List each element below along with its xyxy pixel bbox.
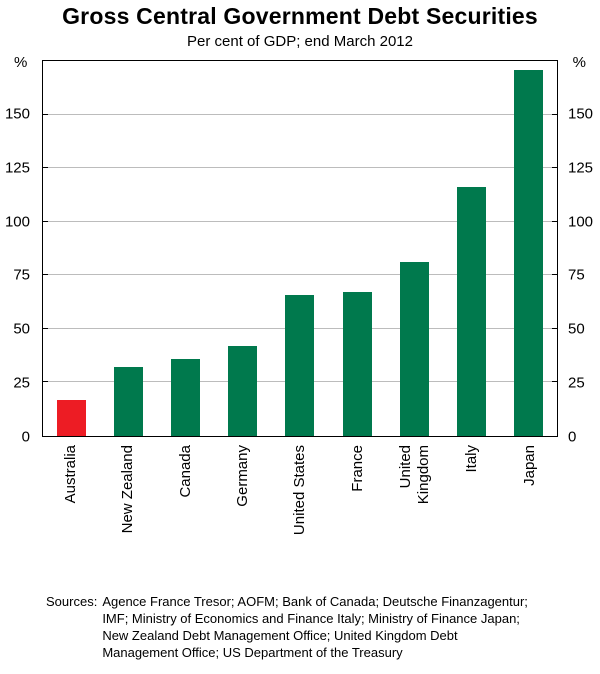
x-label-line: Germany — [234, 445, 252, 507]
x-label-line: Australia — [62, 445, 80, 504]
bar-cell — [271, 61, 328, 436]
y-tick-label: 75 — [13, 266, 30, 284]
x-label-line: Kingdom — [415, 445, 433, 505]
axis-tick — [552, 274, 557, 276]
bar-cell — [329, 61, 386, 436]
bar-united-states — [285, 294, 315, 436]
x-label-united-states: United States — [271, 437, 328, 587]
x-label-line: France — [348, 445, 366, 492]
y-tick-label: 50 — [568, 320, 585, 338]
axis-tick — [43, 274, 48, 276]
x-label-germany: Germany — [214, 437, 271, 587]
y-tick-label: 125 — [4, 159, 30, 177]
x-label-new-zealand: New Zealand — [99, 437, 156, 587]
bar-germany — [228, 346, 258, 436]
axis-tick — [552, 327, 557, 329]
bar-japan — [513, 69, 543, 436]
axis-tick — [43, 381, 48, 383]
bar-united-kingdom — [399, 262, 429, 436]
sources-note: Sources: Agence France Tresor; AOFM; Ban… — [46, 593, 600, 662]
x-label-line: New Zealand — [119, 445, 137, 534]
y-tick-label: 25 — [568, 374, 585, 392]
y-tick-label: 150 — [4, 105, 30, 123]
y-tick-label: 75 — [568, 266, 585, 284]
bar-cell — [386, 61, 443, 436]
axis-tick — [43, 327, 48, 329]
y-tick-label: 150 — [568, 105, 594, 123]
x-label-line: Japan — [520, 445, 538, 486]
gridline — [43, 167, 557, 169]
x-label-australia: Australia — [42, 437, 99, 587]
chart-subtitle: Per cent of GDP; end March 2012 — [187, 33, 413, 50]
y-tick-label: 0 — [21, 428, 30, 446]
bar-cell — [100, 61, 157, 436]
x-labels: Australia New Zealand Canada Germany United … — [42, 437, 558, 587]
bar-cell — [500, 61, 557, 436]
bars — [43, 61, 557, 436]
x-label-canada: Canada — [157, 437, 214, 587]
x-label-line: United States — [291, 445, 309, 536]
y-tick-label: 100 — [568, 213, 594, 231]
plot-area — [42, 60, 558, 437]
axis-tick — [552, 220, 557, 222]
bar-australia — [57, 399, 87, 436]
axis-tick — [43, 220, 48, 222]
gridline — [43, 113, 557, 115]
y-axis-right: 0 25 50 75 100 125 150 — [560, 60, 598, 444]
x-label-line: United — [396, 445, 414, 489]
sources-text: Agence France Tresor; AOFM; Bank of Cana… — [102, 594, 528, 661]
bar-cell — [43, 61, 100, 436]
bar-cell — [214, 61, 271, 436]
x-label-japan: Japan — [501, 437, 558, 587]
y-tick-label: 0 — [568, 428, 577, 446]
axis-tick — [43, 113, 48, 115]
axis-tick — [552, 113, 557, 115]
chart-area: % % 0 25 50 75 100 125 150 0 25 50 75 100 125 150 Au… — [0, 50, 600, 587]
bar-france — [342, 292, 372, 436]
axis-tick — [43, 167, 48, 169]
y-tick-label: 25 — [13, 374, 30, 392]
bar-cell — [443, 61, 500, 436]
x-label-italy: Italy — [443, 437, 500, 587]
y-axis-unit-right: % — [572, 54, 586, 71]
x-label-line: Canada — [176, 445, 194, 498]
y-axis-left: 0 25 50 75 100 125 150 — [0, 60, 38, 444]
gridline — [43, 274, 557, 276]
axis-tick — [552, 381, 557, 383]
y-tick-label: 100 — [4, 213, 30, 231]
sources-label: Sources: — [46, 594, 98, 609]
y-axis-unit-left: % — [14, 54, 28, 71]
y-tick-label: 50 — [13, 320, 30, 338]
y-tick-label: 125 — [568, 159, 594, 177]
x-label-line: Italy — [463, 445, 481, 473]
bar-new-zealand — [114, 367, 144, 436]
page-title: Gross Central Government Debt Securities — [62, 3, 538, 29]
bar-cell — [157, 61, 214, 436]
axis-tick — [552, 167, 557, 169]
x-label-united-kingdom: United Kingdom — [386, 437, 443, 587]
gridline — [43, 220, 557, 222]
x-label-france: France — [329, 437, 386, 587]
bar-italy — [456, 187, 486, 436]
bar-canada — [171, 358, 201, 436]
